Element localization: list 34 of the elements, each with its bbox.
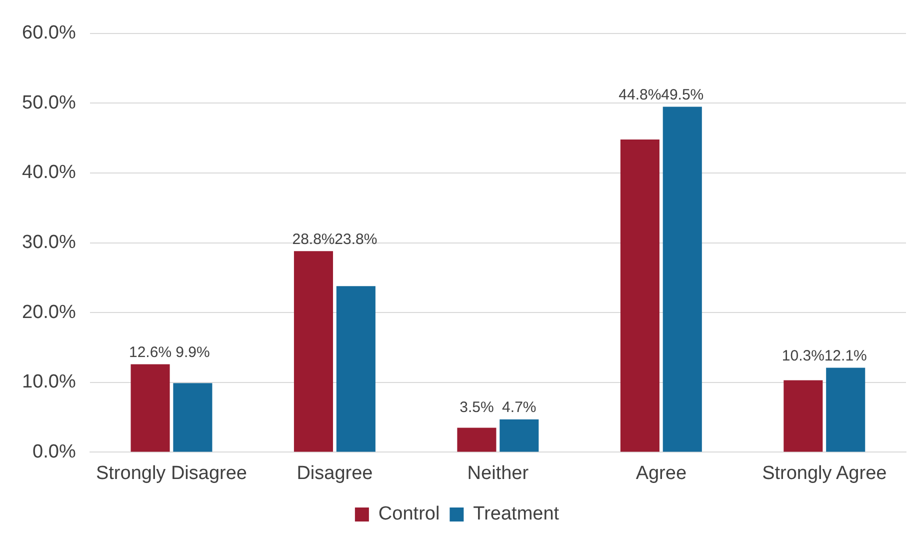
bar xyxy=(662,106,702,452)
y-tick-label: 50.0% xyxy=(22,92,76,114)
data-label: 28.8% xyxy=(292,230,335,248)
y-tick-label: 10.0% xyxy=(22,372,76,393)
data-label: 10.3% xyxy=(782,347,824,364)
bar xyxy=(336,286,376,452)
bar xyxy=(173,383,212,452)
y-tick-label: 60.0% xyxy=(22,22,76,44)
y-tick-label: 0.0% xyxy=(32,441,76,462)
bar xyxy=(620,139,660,452)
bar xyxy=(500,419,539,452)
data-label: 44.8% xyxy=(618,86,662,104)
y-tick-label: 40.0% xyxy=(22,162,76,184)
bar xyxy=(457,428,496,452)
y-tick-label: 30.0% xyxy=(22,232,76,254)
bar xyxy=(826,368,866,452)
data-label: 12.6% xyxy=(128,344,172,361)
data-label: 49.5% xyxy=(661,86,704,104)
data-label: 3.5% xyxy=(460,399,494,416)
x-tick-label: Disagree xyxy=(296,462,373,484)
bar xyxy=(294,251,334,452)
x-tick-label: Neither xyxy=(467,462,530,484)
legend-label: Treatment xyxy=(473,504,560,525)
legend-label: Control xyxy=(378,504,440,525)
y-tick-label: 20.0% xyxy=(22,302,76,323)
bar xyxy=(130,364,170,452)
data-label: 9.9% xyxy=(176,344,210,361)
data-label: 12.1% xyxy=(824,347,867,364)
x-tick-label: Strongly Disagree xyxy=(96,462,247,484)
x-tick-label: Strongly Agree xyxy=(762,462,887,484)
data-label: 23.8% xyxy=(334,230,378,248)
data-label: 4.7% xyxy=(502,399,536,416)
x-tick-label: Agree xyxy=(636,462,687,484)
bar xyxy=(784,380,823,452)
